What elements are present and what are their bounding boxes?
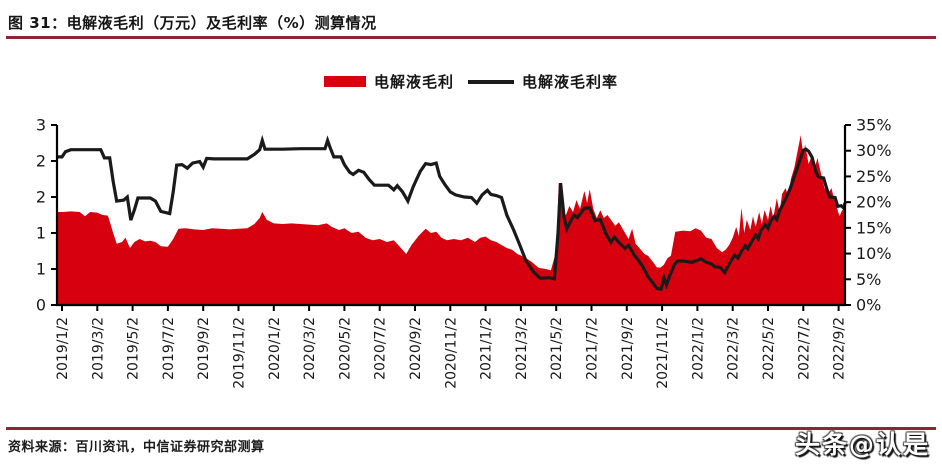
x-axis-label: 2021/1/2 — [479, 317, 495, 380]
profit-area-series — [57, 135, 845, 305]
left-axis-label: 3 — [36, 116, 46, 135]
margin-line-series — [57, 134, 847, 291]
x-axis-label: 2022/7/2 — [796, 317, 812, 380]
right-axis-label: 30% — [856, 141, 892, 160]
x-axis-label: 2022/9/2 — [832, 317, 848, 380]
left-axis-label: 2 — [36, 152, 46, 171]
source-rule — [6, 427, 936, 430]
right-axis-label: 10% — [856, 244, 892, 263]
x-axis-label: 2021/3/2 — [514, 317, 530, 380]
x-axis-label: 2022/1/2 — [690, 317, 706, 380]
watermark: 头条@认是 — [794, 430, 930, 459]
x-axis-label: 2021/7/2 — [585, 317, 601, 380]
source-note: 资料来源：百川资讯，中信证券研究部测算 — [8, 440, 265, 455]
x-axis-label: 2022/3/2 — [726, 317, 742, 380]
left-axis-label: 0 — [36, 296, 46, 315]
x-axis-label: 2020/9/2 — [408, 317, 424, 380]
x-axis-label: 2020/1/2 — [267, 317, 283, 380]
left-axis-label: 1 — [36, 260, 46, 279]
legend-label-margin: 电解液毛利率 — [522, 73, 619, 91]
x-axis-label: 2022/5/2 — [761, 317, 777, 380]
x-axis-label: 2019/1/2 — [55, 317, 71, 380]
black-line-swatch-icon — [468, 79, 514, 84]
left-axis-label: 1 — [36, 224, 46, 243]
figure-title: 图 31：电解液毛利（万元）及毛利率（%）测算情况 — [8, 14, 377, 32]
right-axis-label: 15% — [856, 218, 892, 237]
left-axis-label: 2 — [36, 188, 46, 207]
x-axis-label: 2019/9/2 — [196, 317, 212, 380]
x-axis-label: 2019/5/2 — [126, 317, 142, 380]
red-bar-swatch-icon — [323, 76, 366, 87]
x-axis-label: 2020/3/2 — [302, 317, 318, 380]
right-axis-label: 35% — [856, 116, 892, 135]
legend-item-margin: 电解液毛利率 — [468, 71, 618, 92]
x-axis-label: 2021/11/2 — [655, 317, 671, 389]
right-axis-label: 25% — [856, 167, 892, 186]
x-axis-label: 2021/5/2 — [549, 317, 565, 380]
x-axis-label: 2021/9/2 — [620, 317, 636, 380]
x-axis-label: 2020/5/2 — [337, 317, 353, 380]
x-axis-label: 2020/11/2 — [443, 317, 459, 389]
right-axis-label: 5% — [856, 270, 881, 289]
legend-label-profit: 电解液毛利 — [373, 73, 454, 91]
x-axis-label: 2019/7/2 — [161, 317, 177, 380]
x-axis-label: 2019/3/2 — [90, 317, 106, 380]
chart-legend: 电解液毛利 电解液毛利率 — [0, 71, 942, 92]
x-axis-label: 2019/11/2 — [232, 317, 248, 389]
right-axis-label: 0% — [856, 296, 881, 315]
title-rule — [6, 36, 936, 39]
legend-item-profit: 电解液毛利 — [323, 71, 454, 92]
x-axis-label: 2020/7/2 — [373, 317, 389, 380]
right-axis-label: 20% — [856, 193, 892, 212]
